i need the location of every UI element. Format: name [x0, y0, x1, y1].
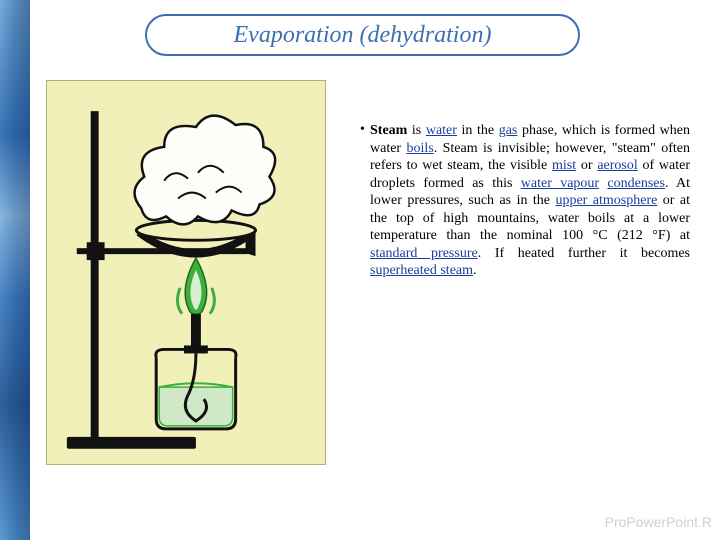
bullet-marker: • — [360, 122, 365, 138]
steam-bold: Steam — [370, 123, 407, 138]
t10: . If heated further it becomes — [478, 246, 690, 261]
t1: is — [407, 123, 426, 138]
apparatus-figure — [46, 80, 326, 465]
watermark: ProPowerPoint.R — [605, 514, 712, 530]
link-mist[interactable]: mist — [552, 158, 576, 173]
link-boils[interactable]: boils — [406, 141, 433, 156]
body-paragraph: Steam is water in the gas phase, which i… — [370, 122, 690, 280]
link-standard-pressure[interactable]: standard pressure — [370, 246, 478, 261]
link-superheated-steam[interactable]: superheated steam — [370, 263, 473, 278]
t2: in the — [457, 123, 499, 138]
link-gas[interactable]: gas — [499, 123, 518, 138]
page-title: Evaporation (dehydration) — [234, 22, 492, 49]
link-water-vapour[interactable]: water vapour — [521, 176, 599, 191]
link-aerosol[interactable]: aerosol — [597, 158, 637, 173]
decorative-left-band-overlay — [0, 0, 30, 540]
link-upper-atmosphere[interactable]: upper atmosphere — [555, 193, 657, 208]
t11: . — [473, 263, 477, 278]
link-condenses[interactable]: condenses — [607, 176, 665, 191]
link-water[interactable]: water — [426, 123, 457, 138]
t5: or — [576, 158, 597, 173]
title-pill: Evaporation (dehydration) — [145, 14, 580, 56]
